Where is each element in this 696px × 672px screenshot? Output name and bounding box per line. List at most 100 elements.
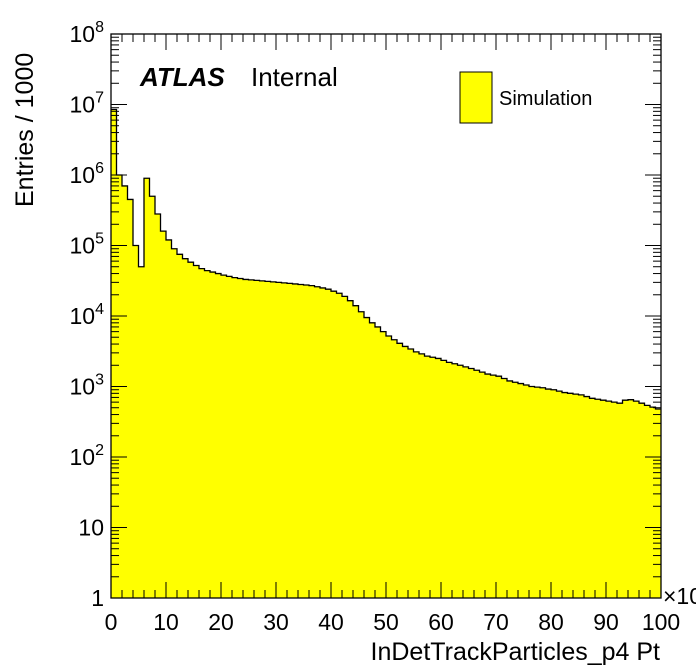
y-tick-label: 103 [70,372,105,400]
tick-labels: 0 10 20 30 40 50 60 70 80 90 100110102103104105106… [70,19,681,635]
histogram-bin [523,385,530,598]
y-tick-label: 10 [78,515,104,541]
histogram-bin [628,399,634,598]
histogram-bin [617,403,623,598]
histogram-bin [309,285,315,598]
histogram-bin [369,322,376,598]
histogram-bin [386,336,392,598]
histogram-bin [133,245,139,598]
histogram-bin [644,405,651,598]
histogram-bin [122,185,128,598]
y-tick-label: 102 [70,442,105,470]
histogram-bin [534,387,541,598]
histogram-bin [496,376,502,598]
histogram-bin [353,305,359,598]
y-tick-label: 105 [70,231,105,259]
legend-swatch [459,71,493,124]
internal-label: Internal [251,62,338,92]
x-tick-label: 70 [483,609,509,635]
histogram-bin [342,296,348,598]
histogram-bin [545,389,552,598]
histogram-bin [518,383,524,598]
histogram-bin [375,326,381,598]
histogram-bin [204,270,211,598]
histogram-bin [232,277,238,598]
y-tick-label: 108 [70,19,105,47]
histogram-bin [193,265,200,598]
histogram-bin [463,366,469,598]
x-tick-label: 100 [642,609,680,635]
histogram-bin [303,285,310,598]
histogram-bin [276,282,282,598]
histogram-bin [237,278,244,598]
histogram-bin [529,386,535,598]
histogram-bin [650,407,656,598]
histogram-bin [606,401,612,598]
histogram-bin [540,387,546,598]
x-tick-label: 30 [263,609,289,635]
histogram-bin [331,291,337,598]
x-tick-label: 90 [593,609,619,635]
histogram-bin [556,391,563,598]
histogram-bin [144,178,150,599]
histogram-bin [474,370,480,598]
histogram-bin [424,356,431,598]
axes [110,33,662,599]
histogram-bin [248,279,255,598]
x-tick-label: 60 [428,609,454,635]
histogram-bin [501,378,508,598]
histogram-bin [221,275,227,598]
histogram-bin [397,343,403,598]
x-tick-label: 20 [208,609,234,635]
histogram-bin [314,286,321,598]
histogram-bin [457,365,464,598]
x-tick-label: 10 [153,609,179,635]
histogram-bin [512,382,519,598]
histogram-bin [336,293,343,598]
histogram-bin [595,399,601,598]
histogram-bin [430,357,436,598]
histogram-bin [259,280,266,598]
histogram-bin [655,408,662,598]
legend: Simulation [459,71,592,124]
histogram-bin [419,353,425,598]
histogram-bin [325,289,332,598]
histogram-bin [287,283,293,598]
plot-area [111,108,662,599]
x-tick-label: 0 [105,609,118,635]
histogram-bin [127,199,134,598]
histogram-bin [584,396,590,598]
histogram-bin [380,331,387,598]
histogram-bin [507,380,513,598]
histogram-bin [298,284,304,598]
histogram-bin [391,339,398,598]
histogram-bin [155,213,161,599]
histogram-bin [254,280,260,598]
histogram-bin [149,196,156,599]
histogram-bin [551,389,557,598]
histogram-bin [639,403,645,598]
legend-entry-simulation: Simulation [499,88,592,110]
x-tick-label: 80 [538,609,564,635]
y-tick-label: 106 [70,160,105,188]
histogram-bin [177,254,183,599]
histogram-bin [408,349,414,598]
histogram-bin [402,346,409,598]
histogram-bin [188,262,194,598]
histogram-bin [292,283,299,598]
histogram-bin [611,402,618,598]
histogram-bin [215,273,222,598]
histogram-bin [166,239,172,598]
y-tick-label: 104 [70,301,105,329]
histogram-bin [210,272,216,598]
histogram-bin [160,231,167,598]
histogram-bin [452,363,458,598]
histogram-bin [265,281,271,598]
y-tick-label: 107 [70,90,105,118]
histogram-bin [573,394,579,598]
y-tick-label: 1 [91,585,104,611]
histogram-bin [281,282,288,598]
histogram-bin [320,287,326,598]
histogram-outline [111,108,661,410]
x-tick-label: 40 [318,609,344,635]
